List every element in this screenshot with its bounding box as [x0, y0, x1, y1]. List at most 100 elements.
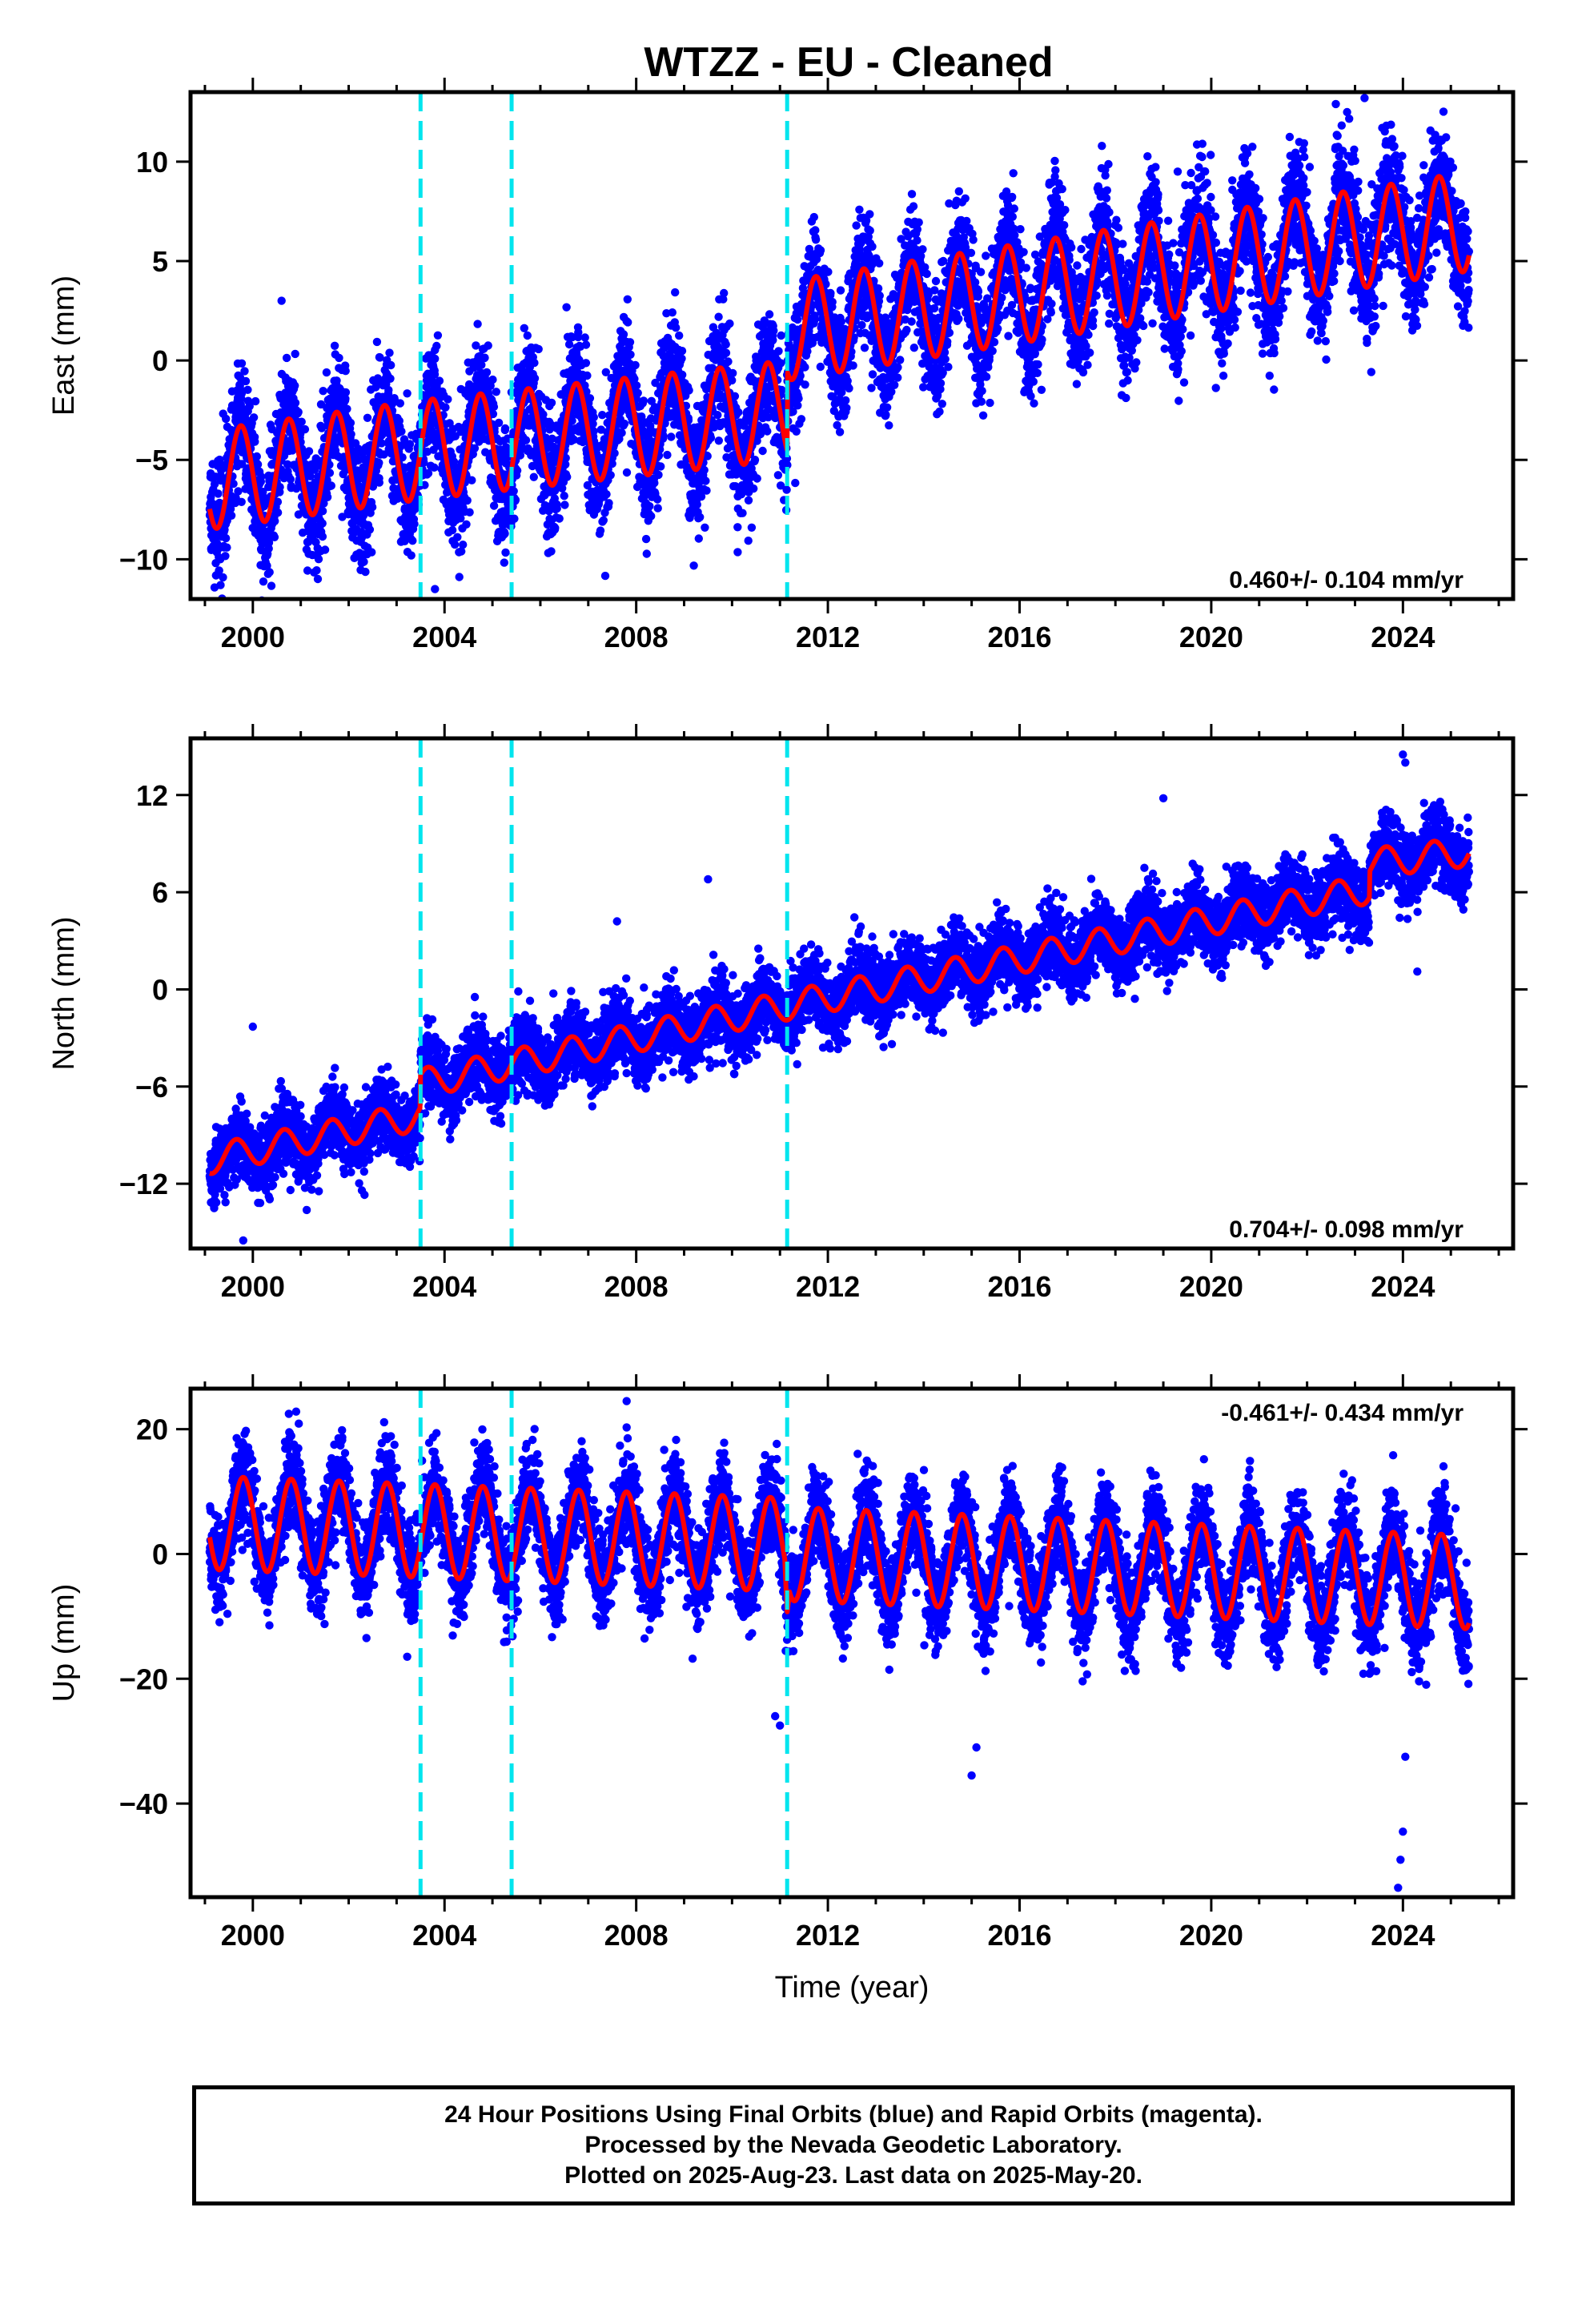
east-data-point — [238, 460, 247, 468]
east-data-point — [725, 319, 734, 328]
east-data-point — [654, 470, 663, 480]
east-data-point — [773, 471, 783, 480]
east-data-point — [747, 523, 757, 532]
east-data-point — [733, 548, 742, 557]
east-data-point — [600, 571, 610, 581]
east-data-point — [214, 489, 223, 498]
east-data-point — [455, 573, 464, 581]
east-data-point — [865, 226, 874, 235]
east-data-point — [585, 394, 595, 403]
east-data-point — [560, 492, 568, 501]
east-data-point — [677, 347, 687, 356]
east-data-point — [574, 328, 583, 337]
east-data-point — [459, 541, 468, 549]
east-data-point — [633, 388, 642, 397]
east-data-point — [245, 402, 254, 411]
east-data-point — [521, 436, 531, 444]
east-data-point — [221, 552, 230, 561]
east-data-point — [622, 468, 632, 477]
east-data-point — [332, 376, 341, 385]
east-data-point — [219, 611, 227, 619]
east-data-point — [774, 347, 783, 356]
east-data-point — [617, 428, 626, 437]
east-data-point — [730, 392, 740, 400]
east-data-point — [641, 534, 651, 544]
east-data-point — [448, 525, 457, 535]
east-data-point — [410, 520, 419, 529]
east-data-point — [678, 370, 687, 380]
east-data-point — [555, 514, 564, 523]
east-data-point — [291, 398, 300, 408]
east-data-point — [828, 297, 837, 307]
east-data-point — [902, 325, 911, 335]
east-data-point — [267, 581, 276, 590]
east-data-point — [325, 468, 335, 477]
east-data-point — [408, 537, 417, 545]
east-data-point — [468, 476, 476, 485]
east-data-point — [241, 376, 251, 386]
east-data-point — [216, 581, 225, 589]
east-data-point — [444, 395, 452, 404]
east-data-point — [489, 402, 499, 412]
east-data-point — [893, 363, 902, 372]
east-data-point — [384, 385, 393, 395]
east-data-point — [792, 427, 801, 436]
east-data-point — [291, 381, 299, 390]
east-data-point — [913, 225, 922, 234]
east-data-point — [931, 276, 941, 286]
east-data-point — [275, 483, 284, 492]
east-data-point — [580, 333, 589, 342]
east-data-point — [610, 448, 619, 458]
east-data-point — [396, 399, 404, 408]
figure-title: WTZZ - EU - Cleaned — [644, 39, 1053, 86]
east-data-point — [836, 286, 845, 295]
east-data-point — [488, 375, 497, 384]
east-data-point — [583, 371, 592, 380]
east-data-point — [300, 424, 310, 434]
east-data-point — [645, 501, 654, 511]
east-data-point — [837, 388, 846, 397]
east-data-point — [750, 456, 760, 464]
east-data-point — [581, 340, 591, 349]
east-data-point — [397, 427, 406, 436]
east-data-point — [227, 511, 236, 520]
east-data-point — [935, 407, 944, 416]
east-data-point — [319, 387, 327, 396]
east-data-point — [375, 478, 383, 487]
east-plot-area — [205, 94, 1474, 619]
east-data-point — [462, 520, 471, 529]
east-data-point — [606, 471, 615, 480]
east-data-point — [791, 478, 800, 488]
east-data-point — [435, 376, 444, 385]
east-data-point — [701, 523, 709, 532]
east-data-point — [749, 484, 758, 493]
east-data-point — [793, 401, 802, 410]
east-data-point — [501, 548, 510, 557]
east-data-point — [303, 566, 312, 575]
east-data-point — [816, 246, 825, 255]
east-data-point — [257, 545, 266, 555]
east-data-point — [841, 396, 850, 405]
east-data-point — [482, 368, 492, 377]
east-data-point — [907, 317, 916, 326]
east-data-point — [675, 331, 684, 340]
east-data-point — [733, 523, 742, 532]
east-data-point — [875, 292, 884, 300]
east-data-point — [330, 341, 339, 350]
east-data-point — [313, 574, 323, 584]
east-data-point — [318, 507, 327, 516]
east-data-point — [824, 267, 833, 276]
east-data-point — [619, 330, 628, 339]
east-data-point — [667, 432, 676, 441]
east-data-point — [312, 566, 321, 575]
east-data-point — [713, 411, 722, 420]
east-data-point — [589, 412, 598, 422]
east-data-point — [403, 389, 412, 398]
east-data-point — [694, 534, 703, 543]
east-panel: 2000 2004 2008 2012 2016 2020 2024−10−50510Eas… — [47, 78, 1528, 653]
east-data-point — [432, 341, 441, 351]
east-data-point — [259, 577, 268, 586]
east-data-point — [714, 312, 723, 321]
east-data-point — [229, 479, 238, 489]
east-data-point — [596, 526, 605, 535]
